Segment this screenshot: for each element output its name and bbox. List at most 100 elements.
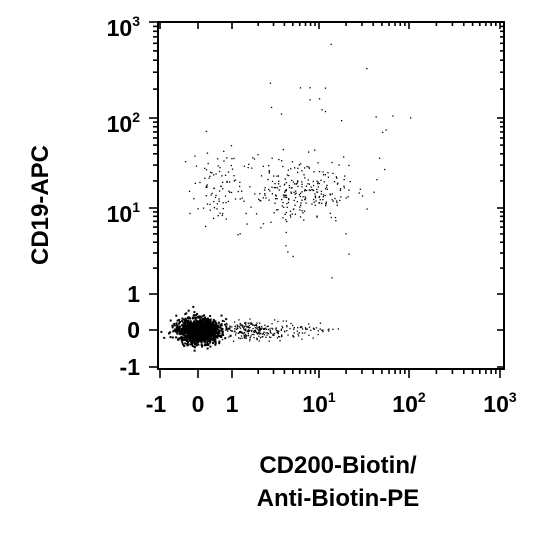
data-point bbox=[217, 321, 220, 324]
data-point bbox=[284, 196, 286, 198]
data-point bbox=[286, 220, 288, 223]
data-point bbox=[216, 336, 219, 339]
data-point bbox=[321, 329, 323, 331]
data-point bbox=[268, 199, 270, 201]
data-point bbox=[179, 333, 182, 336]
data-point bbox=[264, 327, 267, 329]
data-point bbox=[216, 203, 218, 205]
data-point bbox=[256, 332, 258, 334]
data-point bbox=[294, 213, 296, 215]
data-point bbox=[209, 331, 212, 334]
data-point bbox=[193, 325, 196, 328]
data-point bbox=[175, 336, 178, 339]
data-point bbox=[392, 115, 394, 117]
data-point bbox=[289, 210, 292, 212]
data-point bbox=[293, 328, 295, 330]
x-axis-tick-labels: -1 0 1 101 102 103 bbox=[146, 389, 517, 417]
data-point bbox=[244, 336, 246, 338]
data-point bbox=[219, 212, 221, 214]
data-point bbox=[249, 340, 251, 342]
data-point bbox=[246, 331, 248, 333]
data-point bbox=[203, 317, 206, 320]
data-point bbox=[284, 191, 286, 193]
data-point bbox=[218, 200, 220, 202]
data-point bbox=[182, 343, 185, 346]
data-point bbox=[234, 330, 236, 332]
data-point bbox=[200, 320, 203, 323]
data-point bbox=[258, 326, 260, 328]
data-point bbox=[180, 337, 183, 339]
data-point bbox=[210, 194, 212, 196]
data-point bbox=[175, 327, 178, 329]
data-point bbox=[169, 319, 172, 322]
data-point bbox=[298, 335, 300, 337]
data-point bbox=[213, 200, 215, 203]
data-point bbox=[255, 331, 257, 334]
data-point bbox=[273, 334, 275, 336]
data-point bbox=[187, 309, 190, 312]
data-point bbox=[182, 321, 185, 324]
data-point bbox=[308, 167, 310, 169]
data-point bbox=[241, 337, 243, 339]
data-point bbox=[183, 336, 186, 339]
data-point bbox=[195, 324, 198, 327]
data-point bbox=[291, 161, 294, 163]
data-point bbox=[331, 277, 333, 279]
data-point bbox=[198, 324, 201, 327]
data-point bbox=[234, 198, 237, 200]
data-point bbox=[231, 158, 233, 160]
data-point bbox=[275, 186, 277, 189]
data-point bbox=[322, 171, 324, 173]
data-point bbox=[349, 181, 351, 183]
data-point bbox=[172, 330, 175, 333]
data-point bbox=[245, 323, 247, 326]
data-point bbox=[196, 312, 199, 315]
data-point bbox=[277, 175, 280, 177]
y-tick-label: 103 bbox=[107, 13, 141, 41]
data-point bbox=[296, 330, 298, 332]
data-point bbox=[228, 336, 230, 338]
data-point bbox=[382, 131, 384, 134]
data-point bbox=[260, 227, 262, 229]
data-point bbox=[226, 157, 228, 159]
data-point bbox=[276, 330, 279, 332]
data-point bbox=[180, 335, 183, 338]
data-point bbox=[253, 331, 255, 334]
data-point bbox=[206, 184, 208, 186]
data-point bbox=[208, 340, 210, 342]
data-point bbox=[237, 328, 239, 330]
data-point bbox=[300, 326, 302, 328]
data-point bbox=[324, 110, 327, 113]
data-point bbox=[249, 329, 251, 331]
data-point bbox=[320, 179, 322, 181]
data-point bbox=[282, 148, 284, 151]
data-point bbox=[173, 322, 176, 325]
data-point bbox=[204, 167, 206, 169]
data-point bbox=[285, 190, 287, 192]
data-point bbox=[229, 327, 231, 330]
data-point bbox=[209, 324, 212, 327]
data-point bbox=[171, 324, 174, 327]
data-point bbox=[275, 329, 278, 332]
data-point bbox=[246, 223, 248, 225]
data-point bbox=[283, 196, 285, 198]
data-point bbox=[256, 327, 258, 329]
data-point bbox=[275, 209, 278, 211]
data-point bbox=[175, 328, 178, 331]
data-point bbox=[213, 217, 215, 219]
data-point bbox=[209, 341, 212, 344]
data-point bbox=[310, 329, 312, 331]
data-point bbox=[334, 216, 337, 219]
data-point bbox=[207, 335, 210, 338]
data-point bbox=[299, 206, 301, 208]
data-point bbox=[262, 197, 264, 199]
data-point bbox=[328, 328, 330, 330]
data-point bbox=[194, 330, 197, 333]
data-point bbox=[241, 197, 243, 199]
data-point bbox=[300, 326, 302, 328]
data-point bbox=[239, 327, 242, 329]
data-point bbox=[191, 317, 194, 320]
data-point bbox=[178, 322, 180, 325]
data-point bbox=[256, 325, 258, 327]
data-point bbox=[302, 196, 304, 198]
